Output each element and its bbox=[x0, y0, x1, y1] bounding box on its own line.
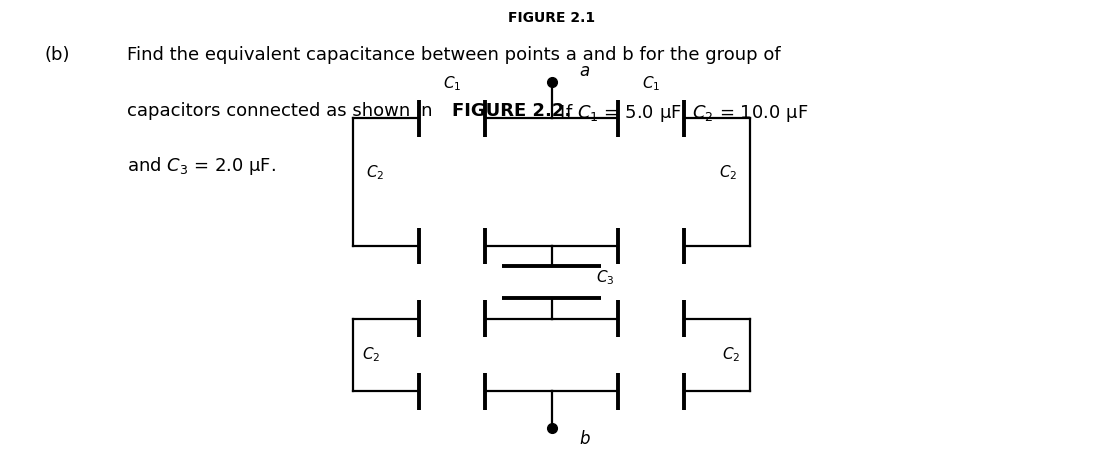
Text: If $C_1$ = 5.0 μF, $C_2$ = 10.0 μF: If $C_1$ = 5.0 μF, $C_2$ = 10.0 μF bbox=[554, 102, 808, 124]
Text: $C_1$: $C_1$ bbox=[443, 75, 461, 93]
Text: Find the equivalent capacitance between points a and b for the group of: Find the equivalent capacitance between … bbox=[127, 46, 781, 64]
Text: (b): (b) bbox=[44, 46, 69, 64]
Text: a: a bbox=[579, 61, 589, 80]
Text: FIGURE 2.2.: FIGURE 2.2. bbox=[452, 102, 571, 121]
Text: b: b bbox=[579, 430, 590, 448]
Text: capacitors connected as shown in: capacitors connected as shown in bbox=[127, 102, 438, 121]
Text: FIGURE 2.1: FIGURE 2.1 bbox=[508, 11, 595, 25]
Text: $C_2$: $C_2$ bbox=[366, 163, 384, 182]
Text: $C_2$: $C_2$ bbox=[719, 163, 737, 182]
Text: $C_2$: $C_2$ bbox=[722, 345, 741, 364]
Text: $C_1$: $C_1$ bbox=[642, 75, 660, 93]
Text: $C_3$: $C_3$ bbox=[596, 268, 614, 287]
Text: and $C_3$ = 2.0 μF.: and $C_3$ = 2.0 μF. bbox=[127, 155, 276, 177]
Text: $C_2$: $C_2$ bbox=[362, 345, 381, 364]
